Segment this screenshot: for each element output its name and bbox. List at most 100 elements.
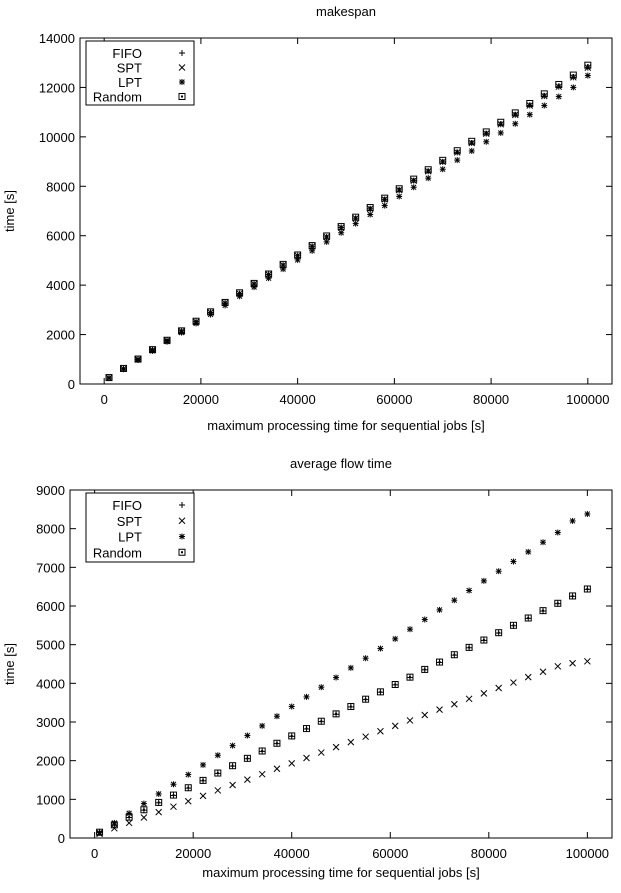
point-random — [495, 629, 503, 637]
legend-marker-spt — [178, 517, 186, 525]
point-random — [178, 327, 186, 335]
point-spt — [229, 781, 236, 789]
point-lpt — [200, 761, 207, 768]
point-random-dot — [586, 64, 589, 67]
point-random — [155, 798, 163, 806]
point-lpt-d2 — [377, 645, 384, 652]
point-spt — [199, 792, 207, 800]
point-random-box — [337, 223, 345, 231]
series-random — [105, 61, 592, 382]
point-random-dot — [453, 653, 456, 656]
legend-label-spt: SPT — [117, 61, 142, 76]
legend-box — [85, 40, 195, 106]
point-spt-d2 — [465, 695, 473, 703]
point-random-box — [453, 147, 461, 155]
point-random — [294, 251, 302, 259]
point-random-dot — [137, 358, 140, 361]
point-spt — [273, 765, 281, 773]
point-spt-d2 — [125, 819, 133, 827]
point-random — [569, 71, 577, 79]
point-lpt — [541, 102, 548, 109]
point-random — [337, 223, 345, 231]
chart-title: average flow time — [290, 456, 392, 471]
point-lpt — [362, 655, 369, 662]
point-lpt — [554, 529, 561, 536]
point-random-dot — [98, 831, 101, 834]
point-random-dot — [166, 339, 169, 342]
point-random — [140, 806, 148, 814]
point-random-dot — [528, 102, 531, 105]
point-lpt-d2 — [512, 121, 519, 127]
point-lpt-d2 — [348, 665, 354, 671]
point-random — [497, 118, 505, 126]
point-spt — [453, 149, 461, 156]
point-random-dot — [238, 291, 241, 294]
point-spt — [332, 743, 340, 751]
series-lpt — [106, 72, 591, 382]
point-lpt-d2 — [381, 202, 388, 209]
point-random-dot — [383, 197, 386, 200]
point-lpt-d2 — [362, 655, 369, 661]
point-spt-d2 — [495, 684, 503, 692]
point-lpt-d2 — [585, 72, 591, 79]
point-lpt — [381, 202, 388, 209]
point-random-dot — [441, 159, 444, 162]
point-random-box — [288, 732, 296, 740]
point-spt-d2 — [288, 760, 296, 767]
point-lpt-d2 — [170, 781, 177, 788]
legend-marker-lpt — [179, 79, 185, 85]
point-random-box — [539, 607, 547, 615]
point-random-box — [125, 813, 133, 821]
y-axis-label: time [s] — [2, 643, 17, 685]
point-random-dot — [514, 111, 517, 114]
point-random — [323, 232, 331, 240]
y-tick-label: 4000 — [46, 278, 75, 293]
point-random-box — [376, 688, 384, 696]
point-random — [163, 336, 171, 344]
point-random-dot — [349, 705, 352, 708]
point-spt-d2 — [555, 83, 563, 91]
point-random-box — [362, 695, 370, 703]
point-spt-d2 — [273, 765, 281, 773]
point-random-dot — [527, 616, 530, 619]
legend-marker-random — [178, 93, 186, 100]
y-tick-label: 3000 — [36, 715, 65, 730]
point-lpt-d2 — [274, 713, 280, 719]
point-random-dot — [311, 244, 314, 247]
point-random — [243, 754, 251, 762]
point-lpt-d2 — [318, 684, 325, 690]
point-spt-d2 — [377, 727, 384, 735]
point-lpt-d2 — [244, 732, 251, 739]
point-random-dot — [325, 234, 328, 237]
chart-title: makespan — [316, 4, 376, 19]
x-tick-label: 0 — [101, 392, 108, 407]
y-tick-label: 5000 — [36, 638, 65, 653]
x-tick-label: 80000 — [471, 846, 507, 861]
point-lpt-d2 — [483, 139, 490, 145]
point-lpt — [468, 147, 475, 154]
point-lpt — [259, 722, 266, 729]
point-lpt-d2 — [200, 762, 206, 768]
point-spt-d2 — [482, 130, 490, 137]
point-lpt-d2 — [155, 791, 162, 797]
point-lpt — [155, 790, 162, 797]
y-tick-label: 0 — [58, 831, 65, 846]
point-random-box — [294, 251, 302, 259]
point-random — [199, 776, 207, 784]
x-tick-label: 100000 — [566, 392, 609, 407]
point-random-dot — [485, 130, 488, 133]
point-spt — [569, 73, 577, 81]
point-spt — [510, 679, 517, 686]
point-lpt — [309, 247, 316, 254]
point-random-dot — [224, 301, 227, 304]
point-lpt-d2 — [185, 771, 192, 778]
point-spt-d2 — [244, 776, 251, 783]
plot-frame — [79, 37, 613, 385]
point-random-box — [524, 614, 532, 622]
point-random-dot — [157, 801, 160, 804]
series-spt — [96, 657, 591, 838]
legend-marker-random-dot — [181, 551, 183, 554]
point-lpt-d2 — [323, 239, 330, 245]
point-random-box — [303, 725, 311, 733]
point-spt-d2 — [199, 792, 207, 800]
